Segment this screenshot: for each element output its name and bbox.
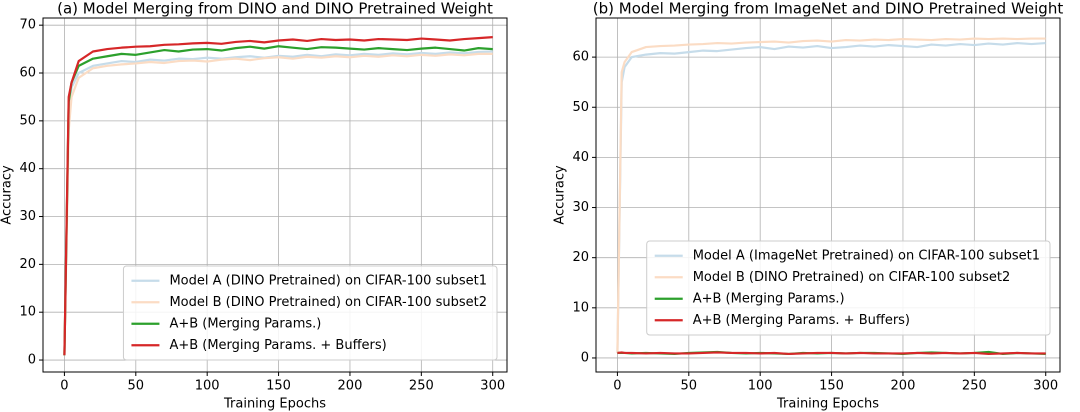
legend-label: A+B (Merging Params.) bbox=[169, 316, 321, 331]
y-tick-label: 60 bbox=[19, 66, 36, 81]
legend-label: A+B (Merging Params.) bbox=[693, 291, 845, 306]
y-tick-label: 0 bbox=[28, 353, 36, 368]
y-tick-label: 30 bbox=[572, 200, 589, 215]
x-tick-label: 50 bbox=[128, 379, 145, 394]
x-tick-label: 300 bbox=[1033, 379, 1058, 394]
legend-box bbox=[122, 265, 498, 361]
x-tick-label: 100 bbox=[195, 379, 220, 394]
y-axis-label: Accuracy bbox=[553, 165, 568, 225]
y-tick-label: 40 bbox=[572, 150, 589, 165]
y-tick-label: 20 bbox=[19, 257, 36, 272]
legend-box bbox=[646, 240, 1051, 336]
y-tick-label: 40 bbox=[19, 161, 36, 176]
y-tick-label: 70 bbox=[19, 18, 36, 33]
legend-label: Model A (DINO Pretrained) on CIFAR-100 s… bbox=[169, 273, 487, 288]
chart: (b) Model Merging from ImageNet and DINO… bbox=[553, 0, 1064, 412]
x-tick-label: 0 bbox=[60, 379, 68, 394]
legend-label: Model A (ImageNet Pretrained) on CIFAR-1… bbox=[693, 248, 1040, 263]
y-axis-label: Accuracy bbox=[0, 165, 15, 225]
y-tick-label: 50 bbox=[19, 113, 36, 128]
y-tick-label: 10 bbox=[572, 300, 589, 315]
x-tick-label: 100 bbox=[748, 379, 773, 394]
x-tick-label: 150 bbox=[819, 379, 844, 394]
legend-label: Model B (DINO Pretrained) on CIFAR-100 s… bbox=[169, 295, 487, 310]
x-tick-label: 50 bbox=[681, 379, 698, 394]
legend: Model A (ImageNet Pretrained) on CIFAR-1… bbox=[646, 240, 1051, 336]
y-tick-label: 60 bbox=[572, 50, 589, 65]
y-tick-label: 50 bbox=[572, 100, 589, 115]
x-tick-label: 0 bbox=[613, 379, 621, 394]
legend-label: A+B (Merging Params. + Buffers) bbox=[169, 338, 386, 353]
x-tick-label: 150 bbox=[266, 379, 291, 394]
x-tick-label: 250 bbox=[962, 379, 987, 394]
y-tick-label: 20 bbox=[572, 250, 589, 265]
x-axis-label: Training Epochs bbox=[223, 397, 326, 412]
legend: Model A (DINO Pretrained) on CIFAR-100 s… bbox=[122, 265, 498, 361]
series-line bbox=[63, 52, 493, 356]
x-axis-label: Training Epochs bbox=[776, 397, 879, 412]
legend-label: Model B (DINO Pretrained) on CIFAR-100 s… bbox=[693, 270, 1011, 285]
x-tick-label: 250 bbox=[409, 379, 434, 394]
series-line bbox=[63, 36, 493, 356]
series-line bbox=[617, 351, 1046, 356]
chart-title: (b) Model Merging from ImageNet and DINO… bbox=[593, 0, 1064, 18]
plot-frame bbox=[595, 17, 1061, 373]
chart-title: (a) Model Merging from DINO and DINO Pre… bbox=[57, 0, 493, 18]
y-tick-label: 30 bbox=[19, 209, 36, 224]
x-tick-label: 300 bbox=[480, 379, 505, 394]
x-tick-label: 200 bbox=[891, 379, 916, 394]
series-line bbox=[616, 41, 1046, 353]
y-tick-label: 10 bbox=[19, 305, 36, 320]
chart: (a) Model Merging from DINO and DINO Pre… bbox=[0, 0, 508, 412]
plot-frame bbox=[42, 17, 508, 373]
series-line bbox=[63, 45, 493, 356]
y-tick-label: 0 bbox=[581, 350, 589, 365]
series-line bbox=[616, 37, 1046, 353]
legend-label: A+B (Merging Params. + Buffers) bbox=[693, 313, 910, 328]
x-tick-label: 200 bbox=[338, 379, 363, 394]
